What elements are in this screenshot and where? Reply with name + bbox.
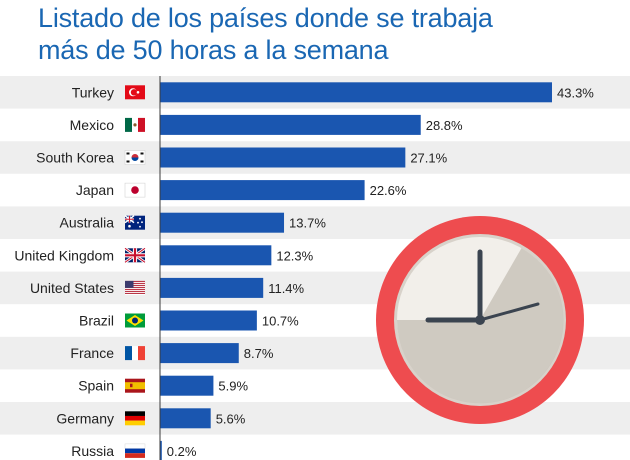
bar bbox=[160, 212, 285, 233]
category-label: Russia bbox=[71, 443, 114, 459]
japan-flag-icon bbox=[124, 182, 146, 198]
russia-flag-icon bbox=[124, 443, 146, 458]
bar bbox=[160, 408, 211, 429]
germany-flag-icon bbox=[125, 411, 145, 426]
flags bbox=[124, 85, 146, 458]
category-label: Germany bbox=[56, 410, 114, 426]
chart-title: Listado de los países donde se trabaja m… bbox=[38, 2, 618, 66]
chart-title-line-2: más de 50 horas a la semana bbox=[38, 35, 389, 65]
australia-flag-icon bbox=[124, 215, 145, 230]
clock-icon bbox=[376, 216, 584, 424]
value-labels: 43.3% 28.8% 27.1% 22.6% 13.7% 12.3% 11.4% 10.7%… bbox=[167, 85, 594, 459]
brazil-flag-icon bbox=[125, 313, 145, 328]
category-label: Brazil bbox=[79, 313, 114, 329]
bar bbox=[160, 82, 552, 103]
category-label: South Korea bbox=[36, 150, 114, 166]
category-label: Spain bbox=[78, 378, 114, 394]
bar bbox=[160, 277, 264, 298]
bar bbox=[160, 114, 421, 135]
south-korea-flag-icon bbox=[124, 150, 146, 165]
chart-title-line-1: Listado de los países donde se trabaja bbox=[38, 3, 493, 33]
value-label: 13.7% bbox=[289, 216, 326, 231]
bar bbox=[160, 343, 239, 364]
category-label: Japan bbox=[76, 182, 114, 198]
united-kingdom-flag-icon bbox=[124, 247, 146, 264]
bar bbox=[160, 180, 365, 201]
value-label: 11.4% bbox=[268, 281, 304, 296]
bars bbox=[160, 82, 552, 460]
spain-flag-icon bbox=[125, 378, 145, 393]
category-label: Mexico bbox=[70, 117, 115, 133]
bar bbox=[160, 440, 162, 460]
value-label: 12.3% bbox=[276, 248, 313, 263]
category-label: United States bbox=[30, 280, 114, 296]
bar bbox=[160, 245, 272, 266]
value-label: 22.6% bbox=[370, 183, 407, 198]
category-labels: Turkey Mexico South Korea Japan Australia Uni… bbox=[14, 84, 114, 459]
bar bbox=[160, 310, 257, 331]
bar bbox=[160, 147, 406, 168]
category-label: Australia bbox=[60, 215, 115, 231]
bar bbox=[160, 375, 214, 396]
value-label: 43.3% bbox=[557, 85, 594, 100]
turkey-flag-icon bbox=[125, 85, 145, 100]
value-label: 5.6% bbox=[216, 411, 246, 426]
value-label: 27.1% bbox=[410, 151, 447, 166]
value-label: 0.2% bbox=[167, 444, 197, 459]
value-label: 28.8% bbox=[426, 118, 463, 133]
mexico-flag-icon bbox=[125, 117, 145, 132]
value-label: 5.9% bbox=[218, 379, 248, 394]
value-label: 10.7% bbox=[262, 314, 299, 329]
united-states-flag-icon bbox=[125, 280, 145, 295]
category-label: France bbox=[70, 345, 114, 361]
france-flag-icon bbox=[125, 346, 145, 361]
category-label: United Kingdom bbox=[14, 247, 114, 263]
value-label: 8.7% bbox=[244, 346, 274, 361]
category-label: Turkey bbox=[72, 84, 114, 100]
